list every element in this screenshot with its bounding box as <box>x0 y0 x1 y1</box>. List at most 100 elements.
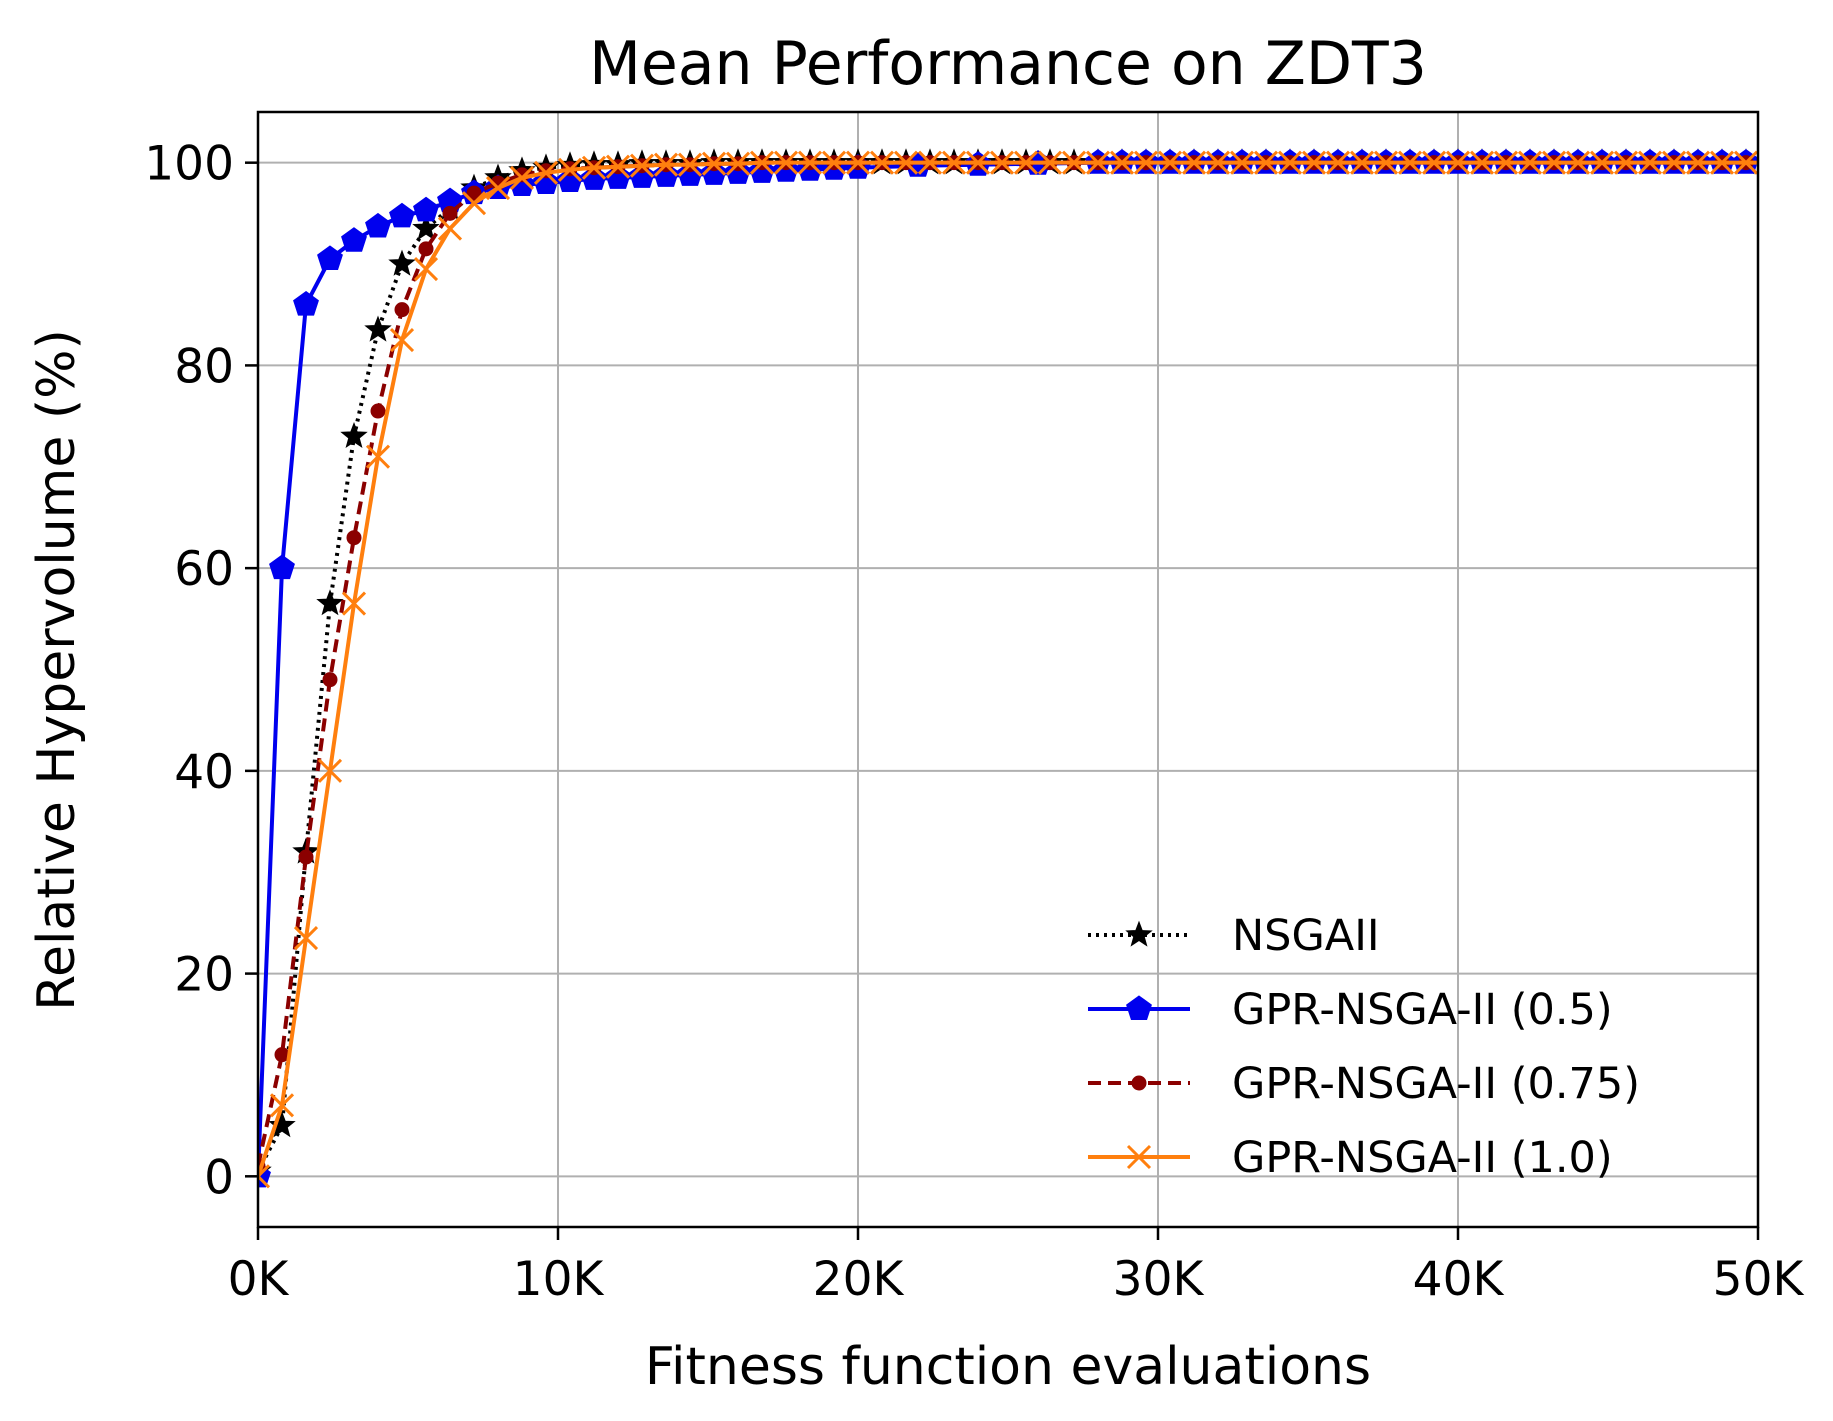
data-point <box>1685 150 1711 175</box>
marker-stroke <box>509 165 535 190</box>
data-point <box>365 444 391 469</box>
legend: NSGAII GPR-NSGA-II (0.5) GPR-NSGA-II (0.75… <box>1088 911 1640 1183</box>
marker-stroke <box>893 150 919 175</box>
marker-stroke <box>917 150 943 175</box>
y-tick-label: 100 <box>144 137 234 192</box>
data-point <box>845 150 871 175</box>
data-point <box>461 191 487 216</box>
y-tick-label: 0 <box>204 1150 234 1205</box>
data-point <box>293 926 319 951</box>
data-point <box>797 150 823 175</box>
series-3 <box>258 150 1758 1189</box>
marker-stroke <box>485 175 511 201</box>
marker-stroke <box>1493 150 1519 175</box>
x-tick-label: 30K <box>1113 1252 1205 1307</box>
marker-stroke <box>389 328 415 353</box>
marker-stroke <box>845 150 871 175</box>
data-point <box>1061 150 1087 175</box>
marker-stroke <box>1565 150 1591 175</box>
data-point <box>1613 150 1639 175</box>
data-point <box>293 290 319 316</box>
data-point <box>364 315 392 342</box>
legend-item-0: NSGAII <box>1088 911 1380 961</box>
data-point <box>917 150 943 175</box>
marker-stroke <box>1397 150 1423 175</box>
data-point <box>1565 150 1591 175</box>
data-point <box>1181 150 1207 175</box>
marker-stroke <box>1325 150 1351 175</box>
marker-stroke <box>461 191 487 216</box>
x-tick-label: 50K <box>1713 1252 1805 1307</box>
marker-stroke <box>1157 150 1183 175</box>
data-point <box>437 216 463 241</box>
marker-stroke <box>1085 150 1111 175</box>
marker-stroke <box>1589 150 1615 175</box>
marker-stroke <box>1733 150 1758 175</box>
data-point <box>340 421 368 449</box>
x-tick-label: 20K <box>813 1252 905 1307</box>
marker-stroke <box>317 758 343 783</box>
data-point <box>341 227 367 252</box>
series-layer <box>258 148 1758 1189</box>
marker-stroke <box>1205 150 1231 175</box>
marker-stroke <box>1373 150 1399 175</box>
data-point <box>965 150 991 175</box>
marker-stroke <box>941 150 967 175</box>
marker-stroke <box>1349 150 1375 175</box>
data-point <box>1109 150 1135 175</box>
legend-item-1: GPR-NSGA-II (0.5) <box>1088 985 1613 1035</box>
data-point <box>317 245 343 270</box>
data-point <box>413 257 439 282</box>
data-point <box>1421 150 1447 175</box>
data-point <box>605 154 631 179</box>
data-point <box>1133 150 1159 175</box>
marker-stroke <box>701 151 727 176</box>
data-point <box>941 150 967 175</box>
marker-stroke <box>365 444 391 469</box>
data-point <box>1517 150 1543 175</box>
marker-stroke <box>1541 150 1567 175</box>
data-point <box>346 530 362 546</box>
marker-stroke <box>1709 150 1735 175</box>
data-point <box>418 241 434 257</box>
marker-stroke <box>557 157 583 182</box>
data-point <box>1325 150 1351 175</box>
data-point <box>1637 150 1663 175</box>
data-point <box>1445 150 1471 175</box>
data-point <box>269 554 295 580</box>
y-tick-label: 20 <box>174 948 234 1003</box>
data-point <box>557 167 583 192</box>
data-point <box>413 196 439 222</box>
data-point <box>442 205 458 221</box>
data-point <box>485 175 511 201</box>
marker-stroke <box>677 152 703 177</box>
y-tick-label: 60 <box>174 542 234 597</box>
marker-stroke <box>1685 150 1711 175</box>
data-point <box>389 328 415 353</box>
marker-stroke <box>1061 150 1087 175</box>
grid-lines <box>257 112 1759 1227</box>
marker-stroke <box>1421 150 1447 175</box>
marker-stroke <box>293 926 319 951</box>
marker-stroke <box>869 150 895 175</box>
data-point <box>268 1111 296 1138</box>
marker-stroke <box>1037 150 1063 175</box>
marker-stroke <box>533 160 559 185</box>
legend-label: GPR-NSGA-II (0.5) <box>1232 985 1613 1035</box>
data-point <box>581 155 607 180</box>
data-point <box>317 758 343 783</box>
data-point <box>1469 150 1495 175</box>
marker-stroke <box>989 150 1015 175</box>
marker-stroke <box>725 151 751 176</box>
marker-stroke <box>821 150 847 175</box>
data-point <box>701 151 727 176</box>
marker-stroke <box>341 591 367 616</box>
data-point <box>1589 150 1615 175</box>
data-point <box>1229 150 1255 175</box>
x-tick-label: 40K <box>1413 1252 1505 1307</box>
data-point <box>298 849 314 865</box>
marker-stroke <box>258 1174 271 1189</box>
data-point <box>1397 150 1423 175</box>
